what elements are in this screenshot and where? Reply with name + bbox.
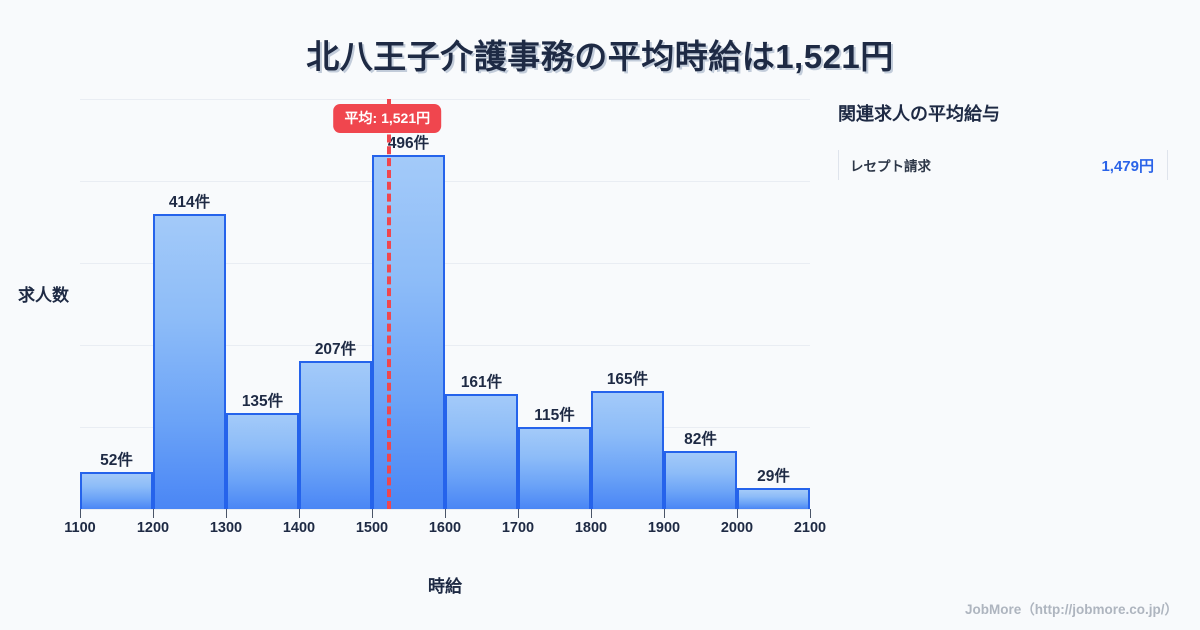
x-axis-tick-label: 1900 <box>647 520 681 536</box>
gridline <box>80 181 810 182</box>
related-salary-row-value: 1,479円 <box>1101 157 1154 175</box>
x-axis-tick <box>372 509 373 518</box>
related-salary-list: レセプト請求 1,479円 <box>838 148 1168 182</box>
gridline <box>80 345 810 346</box>
related-salary-row[interactable]: レセプト請求 1,479円 <box>838 148 1168 182</box>
average-badge: 平均: 1,521円 <box>333 104 442 133</box>
gridline <box>80 263 810 264</box>
bar <box>226 412 299 509</box>
gridline <box>80 99 810 100</box>
x-axis-tick <box>664 509 665 518</box>
x-axis-tick-label: 1200 <box>136 520 170 536</box>
related-salary-row-label: レセプト請求 <box>850 159 931 174</box>
average-line <box>387 99 392 509</box>
x-axis-tick <box>153 509 154 518</box>
bar-value-label: 161件 <box>460 374 503 392</box>
bar <box>153 213 226 509</box>
x-axis-tick <box>80 509 81 518</box>
x-axis-tick-label: 1800 <box>574 520 608 536</box>
plot-area: 52件 414件 135件 207件 496件 161件 115件 165件 82件 29件 110… <box>64 99 826 536</box>
bar <box>737 488 810 509</box>
x-axis-title: 時給 <box>428 577 462 596</box>
x-axis-tick-label: 1700 <box>501 520 535 536</box>
x-axis-tick <box>591 509 592 518</box>
x-axis-tick-label: 2000 <box>720 520 754 536</box>
bar <box>445 394 518 509</box>
x-axis-tick-label: 2100 <box>793 520 827 536</box>
bar-value-label: 29件 <box>757 468 790 486</box>
x-axis-tick <box>299 509 300 518</box>
x-axis-tick <box>737 509 738 518</box>
bar-value-label: 115件 <box>534 407 575 424</box>
bar <box>372 155 445 509</box>
x-axis-tick-label: 1600 <box>428 520 462 536</box>
bar <box>591 391 664 509</box>
x-axis-tick-label: 1500 <box>355 520 389 536</box>
x-axis-tick <box>518 509 519 518</box>
bar-value-label: 496件 <box>387 135 430 153</box>
bar <box>299 361 372 509</box>
x-axis-tick-label: 1100 <box>64 520 96 536</box>
histogram-chart: 求人数 52件 414件 135件 207件 496件 161件 115件 165件 82件 29… <box>18 99 826 596</box>
bar <box>664 450 737 509</box>
bar <box>518 427 591 509</box>
footer-credit: JobMore（http://jobmore.co.jp/） <box>965 602 1178 617</box>
page-title: 北八王子介護事務の平均時給は1,521円 <box>306 38 894 75</box>
x-axis-tick <box>445 509 446 518</box>
related-salary-panel: 関連求人の平均給与 レセプト請求 1,479円 <box>838 100 1168 182</box>
bar-value-label: 207件 <box>314 341 357 359</box>
bar-value-label: 414件 <box>168 193 211 211</box>
bar-value-label: 52件 <box>100 451 133 469</box>
y-axis-title: 求人数 <box>18 286 69 305</box>
bar-value-label: 165件 <box>606 371 649 389</box>
bar-value-label: 135件 <box>241 392 284 410</box>
x-axis-tick <box>810 509 811 518</box>
x-axis-tick <box>226 509 227 518</box>
bar <box>80 471 153 509</box>
x-axis-tick-label: 1300 <box>209 520 243 536</box>
related-salary-heading: 関連求人の平均給与 <box>838 104 1000 124</box>
bar-value-label: 82件 <box>684 430 717 448</box>
x-axis-tick-label: 1400 <box>282 520 316 536</box>
